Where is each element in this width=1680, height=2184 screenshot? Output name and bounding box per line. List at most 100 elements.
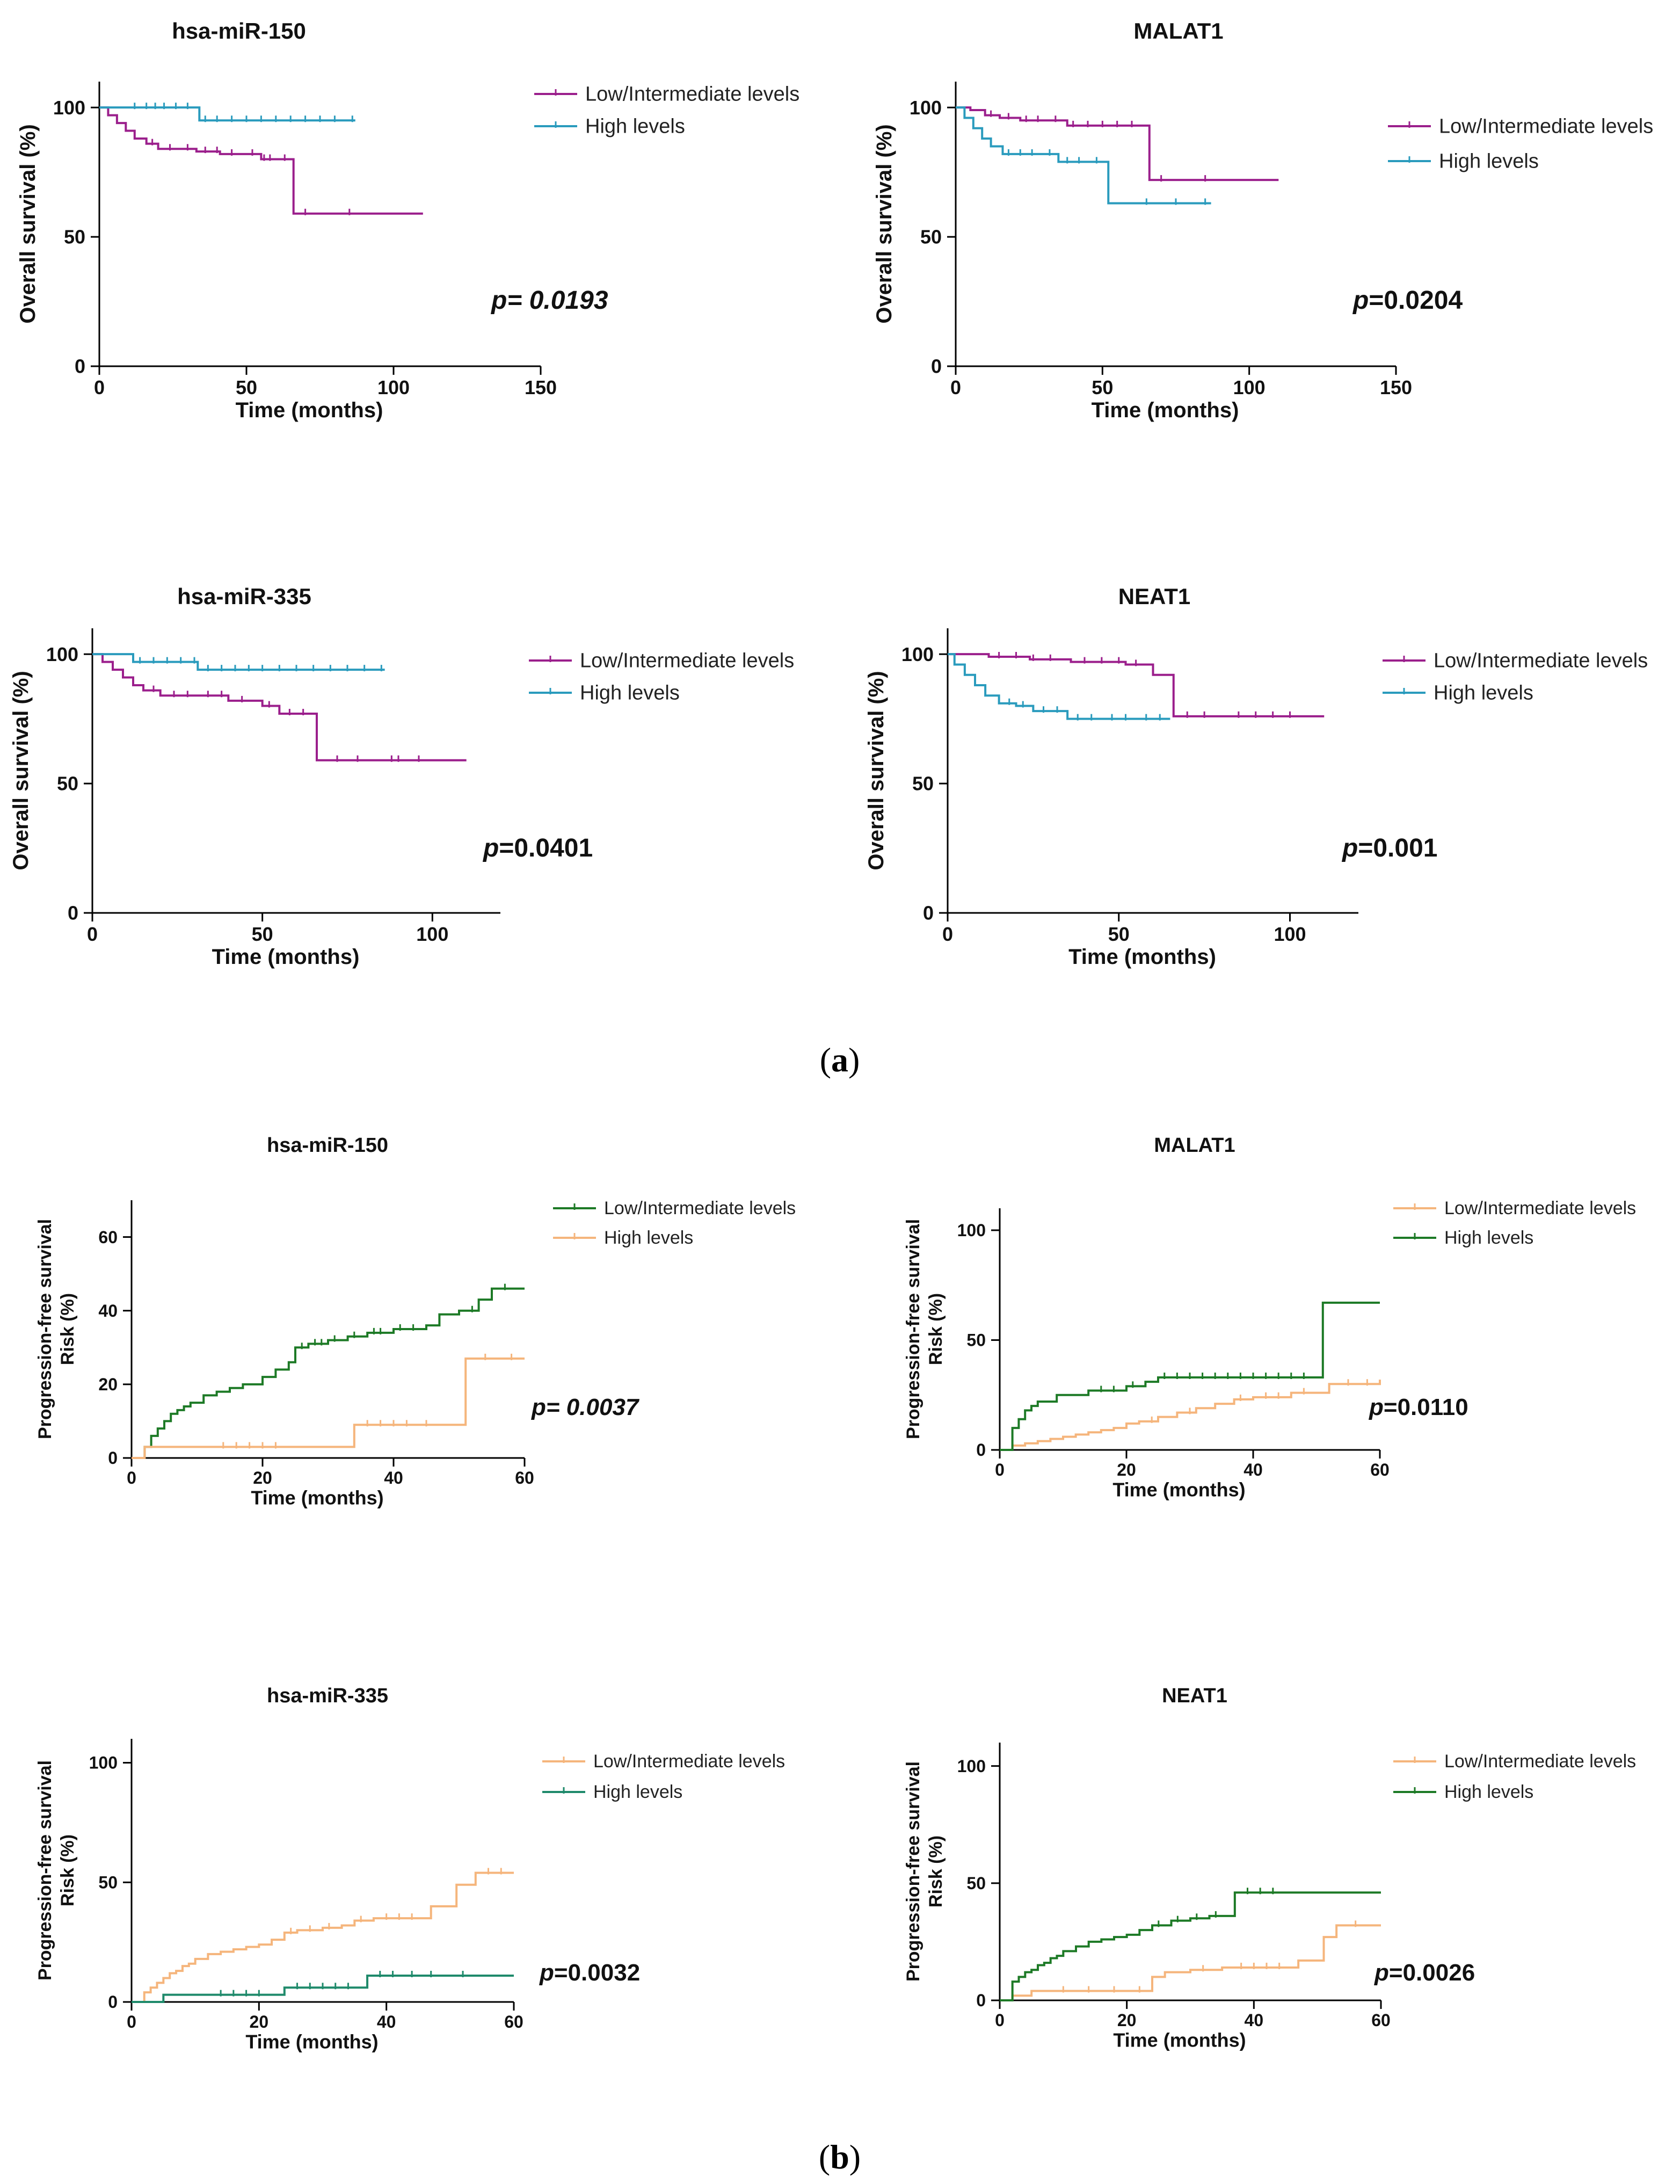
p-value-number: = 0.0193 bbox=[507, 286, 608, 315]
chart-title: MALAT1 bbox=[1133, 18, 1223, 43]
legend-label: Low/Intermediate levels bbox=[585, 83, 799, 106]
series-line bbox=[99, 106, 355, 122]
p-value: p=0.001 bbox=[1341, 834, 1437, 862]
chart-1: hsa-miR-150 0 50 100 0 50 100 150 Time (months) O… bbox=[16, 18, 799, 422]
y-axis-label: Overall survival (%) bbox=[9, 671, 33, 870]
p-value-symbol: p bbox=[1352, 286, 1369, 315]
p-value: p=0.0026 bbox=[1374, 1960, 1475, 1986]
y-tick-label: 50 bbox=[64, 226, 85, 248]
legend-label: Low/Intermediate levels bbox=[593, 1751, 785, 1772]
y-axis-label: Overall survival (%) bbox=[872, 124, 896, 323]
legend-label: High levels bbox=[604, 1228, 693, 1248]
chart-title: NEAT1 bbox=[1162, 1685, 1227, 1707]
y-tick-label: 100 bbox=[901, 643, 934, 665]
p-value-number: =0.0032 bbox=[554, 1960, 640, 1986]
y-tick-label: 60 bbox=[98, 1228, 118, 1247]
y-tick-label: 50 bbox=[98, 1873, 118, 1892]
p-value: p=0.0401 bbox=[482, 834, 593, 862]
chart-title: MALAT1 bbox=[1154, 1134, 1235, 1157]
p-value: p=0.0110 bbox=[1369, 1394, 1468, 1420]
p-value-number: =0.0110 bbox=[1384, 1394, 1468, 1420]
x-tick-label: 60 bbox=[1370, 1460, 1390, 1479]
y-axis-label: Progression-free survival bbox=[35, 1760, 55, 1980]
p-value-symbol: p bbox=[490, 286, 507, 315]
x-tick-label: 0 bbox=[942, 923, 953, 945]
x-tick-label: 50 bbox=[1092, 376, 1113, 398]
y-axis-label: Progression-free survival bbox=[903, 1761, 923, 1982]
series-line bbox=[1000, 1924, 1381, 2001]
chart-7: hsa-miR-335 0 50 100 0 20 40 60 Time (months) Pro… bbox=[35, 1685, 785, 2052]
y-tick-label: 50 bbox=[966, 1331, 986, 1350]
series-line bbox=[1000, 1891, 1381, 2001]
chart-2: MALAT1 0 50 100 0 50 100 150 Time (months) Overal… bbox=[872, 18, 1653, 422]
y-axis-label: Progression-free survival bbox=[903, 1219, 923, 1439]
x-tick-label: 40 bbox=[384, 1468, 403, 1488]
chart-grid: hsa-miR-150 0 50 100 0 50 100 150 Time (months) O… bbox=[9, 18, 1653, 2052]
series-line bbox=[132, 1357, 525, 1459]
x-axis-label: Time (months) bbox=[236, 398, 383, 422]
panel-label-a: (a) bbox=[820, 1041, 860, 1079]
p-value: p= 0.0193 bbox=[490, 286, 608, 315]
y-tick-label: 20 bbox=[98, 1375, 118, 1394]
x-axis-label: Time (months) bbox=[251, 1486, 383, 1508]
x-tick-label: 0 bbox=[950, 376, 961, 398]
y-axis-label: Overall survival (%) bbox=[864, 671, 888, 870]
p-value-number: =0.0401 bbox=[499, 834, 593, 862]
y-tick-label: 0 bbox=[976, 1440, 986, 1460]
legend-label: High levels bbox=[1444, 1228, 1533, 1248]
x-tick-label: 20 bbox=[1117, 1460, 1136, 1479]
y-tick-label: 0 bbox=[108, 1992, 118, 2012]
y-tick-label: 100 bbox=[910, 97, 942, 119]
y-tick-label: 50 bbox=[966, 1874, 986, 1893]
y-tick-label: 100 bbox=[89, 1753, 118, 1773]
x-axis-label: Time (months) bbox=[245, 2030, 378, 2052]
x-tick-label: 50 bbox=[236, 376, 257, 398]
y-tick-label: 0 bbox=[923, 902, 934, 924]
y-tick-label: 0 bbox=[931, 355, 942, 378]
y-axis-label: Overall survival (%) bbox=[16, 124, 40, 323]
series-line bbox=[132, 1975, 514, 2003]
legend-label: Low/Intermediate levels bbox=[1444, 1751, 1636, 1772]
chart-title: hsa-miR-150 bbox=[172, 18, 306, 43]
y-axis-label: Progression-free survival bbox=[35, 1219, 55, 1439]
series-line bbox=[956, 106, 1211, 205]
x-tick-label: 20 bbox=[250, 2012, 269, 2031]
chart-6: MALAT1 0 50 100 0 20 40 60 Time (months) Progress… bbox=[903, 1134, 1636, 1500]
chart-5: hsa-miR-150 0 20 40 60 0 20 40 60 Time (months) Pr… bbox=[35, 1134, 796, 1508]
legend-label: High levels bbox=[1434, 682, 1533, 705]
p-value: p=0.0204 bbox=[1352, 286, 1463, 315]
x-axis-label: Time (months) bbox=[212, 945, 360, 969]
y-tick-label: 0 bbox=[976, 1991, 986, 2010]
p-value-number: =0.0204 bbox=[1369, 286, 1463, 315]
chart-title: hsa-miR-335 bbox=[267, 1685, 388, 1707]
p-value-number: =0.0026 bbox=[1389, 1960, 1475, 1986]
legend-label: Low/Intermediate levels bbox=[1434, 650, 1648, 672]
x-axis-label: Time (months) bbox=[1092, 398, 1239, 422]
x-tick-label: 100 bbox=[377, 376, 410, 398]
chart-title: NEAT1 bbox=[1118, 584, 1191, 609]
series-line bbox=[92, 653, 467, 761]
legend-label: High levels bbox=[593, 1782, 682, 1802]
chart-8: NEAT1 0 50 100 0 20 40 60 Time (months) Progressi… bbox=[903, 1685, 1636, 2051]
x-tick-label: 40 bbox=[377, 2012, 396, 2031]
x-tick-label: 60 bbox=[1371, 2011, 1391, 2030]
x-axis-label: Time (months) bbox=[1068, 945, 1216, 969]
y-tick-label: 100 bbox=[957, 1757, 986, 1776]
x-tick-label: 0 bbox=[94, 376, 105, 398]
x-axis-label: Time (months) bbox=[1113, 2029, 1246, 2051]
legend-label: Low/Intermediate levels bbox=[580, 650, 794, 672]
legend-label: High levels bbox=[580, 682, 680, 705]
y-axis-label-line2: Risk (%) bbox=[57, 1293, 78, 1365]
y-tick-label: 0 bbox=[75, 355, 85, 378]
chart-title: hsa-miR-150 bbox=[267, 1134, 388, 1157]
x-tick-label: 100 bbox=[1233, 376, 1266, 398]
y-tick-label: 40 bbox=[98, 1301, 118, 1320]
x-tick-label: 50 bbox=[1108, 923, 1130, 945]
legend-label: High levels bbox=[1439, 150, 1539, 173]
x-tick-label: 100 bbox=[416, 923, 448, 945]
x-tick-label: 60 bbox=[515, 1468, 534, 1488]
y-axis-label-line2: Risk (%) bbox=[926, 1293, 946, 1365]
y-tick-label: 50 bbox=[912, 773, 934, 795]
x-tick-label: 40 bbox=[1245, 2011, 1264, 2030]
